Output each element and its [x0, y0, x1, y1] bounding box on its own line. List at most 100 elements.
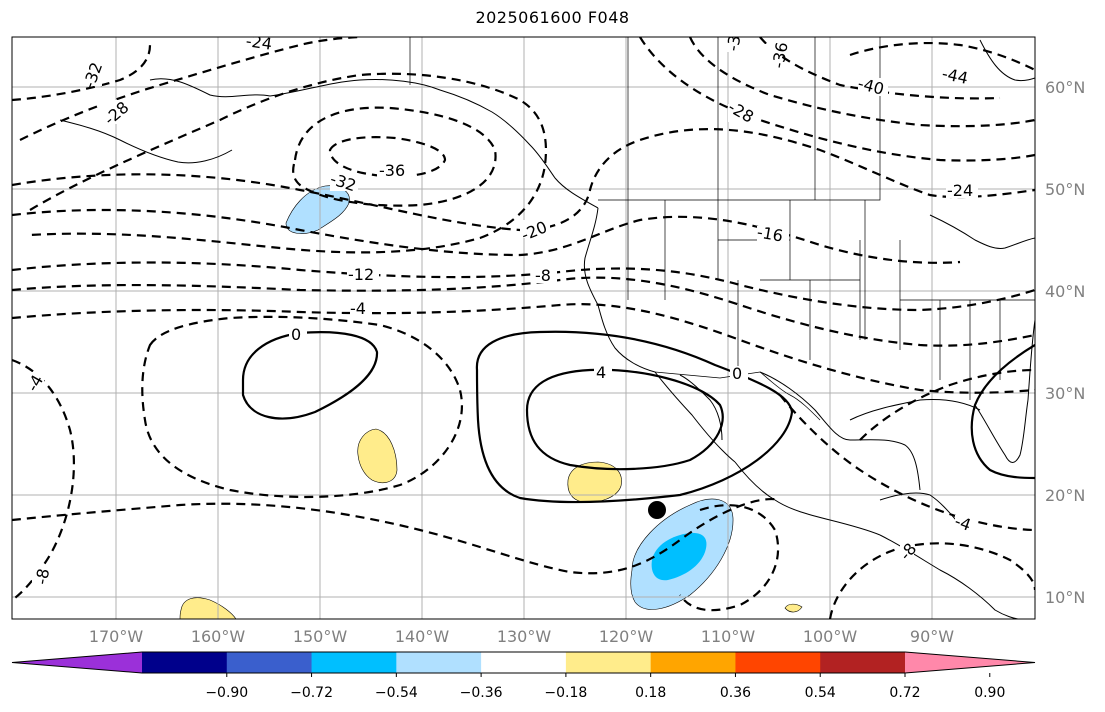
colorbar-segment [481, 652, 567, 673]
lat-label: 50°N [1045, 180, 1085, 199]
lon-label: 110°W [701, 627, 756, 646]
contour-dashed-gulf [779, 394, 1035, 532]
contour-solid-0-west [241, 331, 379, 420]
coastlines [59, 39, 1035, 619]
coast-mexico-gulf [759, 371, 921, 491]
contour-dashed-28 [29, 72, 548, 254]
contour-label: -36 [379, 161, 405, 180]
contour-solid-4 [525, 368, 724, 471]
map-title: 2025061600 F048 [475, 8, 630, 27]
colorbar-segment [820, 652, 906, 673]
lon-label: 140°W [395, 627, 450, 646]
lon-label: 150°W [293, 627, 348, 646]
colorbar-tick-label: 0.54 [805, 685, 836, 701]
coast-florida [974, 399, 1029, 463]
contour-label: -24 [947, 181, 973, 200]
contour-dashed-mexico-low [679, 504, 780, 612]
contour-dashed-8 [12, 276, 1035, 347]
colorbar-tick-label: 0.90 [974, 685, 1005, 701]
lon-label: 120°W [599, 627, 654, 646]
contour-label: -8 [535, 266, 551, 285]
colorbar-tick-label: −0.36 [460, 685, 503, 701]
colorbar-tick-label: −0.18 [544, 685, 587, 701]
colorbar-segment [735, 652, 821, 673]
contour-dashed-16 [12, 208, 961, 264]
border-us-mexico [654, 371, 821, 421]
shade-yellow-baja [567, 461, 622, 503]
coast-east-us [1027, 319, 1035, 401]
shade-yellow-central [357, 428, 398, 483]
lon-label: 130°W [497, 627, 552, 646]
lat-label: 60°N [1045, 78, 1085, 97]
coast-great-lakes [929, 214, 1035, 249]
contour-label: -8 [32, 567, 53, 586]
contour-label: 4 [596, 363, 606, 382]
contour-dashed-12 [12, 261, 1035, 312]
contour-label: -3 [723, 34, 744, 53]
lat-label: 10°N [1045, 588, 1085, 607]
contour-labels: -24 -32 -28 -36 -32 -20 -12 -8 -4 0 4 0 … [23, 31, 978, 586]
contours-dashed [12, 37, 1035, 619]
contour-solid-florida [970, 344, 1035, 480]
colorbar-outline [11, 651, 1036, 674]
contour-label: -36 [768, 41, 791, 70]
contour-solid-0-east [475, 330, 794, 504]
shade-yellow-bottom-left [179, 597, 237, 619]
contour-dashed-28-ne [639, 37, 1035, 162]
contour-label: -16 [756, 222, 785, 245]
border-canada-prov [627, 37, 816, 200]
colorbar-segment [311, 652, 397, 673]
colorbar-segment [142, 652, 228, 673]
contour-dashed-28-west [12, 44, 152, 102]
coast-gulf-coast [849, 399, 981, 421]
contour-dashed-36-ne [688, 37, 1035, 128]
contour-label: 0 [291, 325, 301, 344]
contour-dashed-east-mid [859, 368, 1035, 441]
colorbar-segment [565, 652, 652, 673]
shade-yellow-small [784, 603, 803, 613]
colorbar-segment [226, 652, 313, 673]
lat-label: 30°N [1045, 384, 1085, 403]
colorbar-tick-label: −0.90 [205, 685, 248, 701]
map-frame [11, 36, 1036, 620]
contour-label: -24 [245, 31, 274, 53]
contour-label: 0 [732, 364, 742, 383]
contour-dashed-36-low [328, 136, 447, 178]
coast-aleutians [59, 119, 233, 164]
colorbar-tick-label: −0.54 [375, 685, 418, 701]
coast-alaska [149, 78, 599, 209]
coast-baja [654, 371, 736, 463]
coast-mexico-west [734, 461, 881, 536]
contour-dashed-32 [292, 106, 497, 207]
contour-label: -12 [348, 265, 374, 284]
contour-dashed-20 [12, 128, 1035, 232]
contour-label: -4 [952, 511, 973, 534]
colorbar-extend-low [12, 652, 142, 673]
contour-dashed-24 [19, 37, 361, 141]
colorbar: −0.90 −0.72 −0.54 −0.36 −0.18 0.18 0.36 0.54 0.7… [11, 651, 1036, 701]
colorbar-segment [396, 652, 482, 673]
contour-dashed-44 [849, 41, 1035, 71]
storm-center-dot [648, 501, 666, 519]
colorbar-extend-high [905, 652, 1035, 673]
state-lines [627, 200, 1035, 400]
lon-label: 90°W [910, 627, 954, 646]
lat-label: 20°N [1045, 486, 1085, 505]
contour-label: -4 [350, 299, 366, 318]
colorbar-tick-label: 0.72 [889, 685, 920, 701]
contour-dashed-4-south [12, 498, 781, 575]
lon-label: 160°W [191, 627, 246, 646]
colorbar-tick-label: 0.18 [635, 685, 666, 701]
contour-dashed-40 [759, 37, 1001, 100]
contour-dashed-4-north [12, 303, 1035, 394]
lon-label: 170°W [89, 627, 144, 646]
contour-dashed-4-west [141, 315, 463, 499]
colorbar-tick-label: −0.72 [290, 685, 333, 701]
coast-hudson-bay [979, 39, 1035, 82]
lat-labels: 60°N 50°N 40°N 30°N 20°N 10°N [1045, 78, 1085, 607]
colorbar-segment [650, 652, 736, 673]
contours [241, 330, 1035, 504]
lon-labels: 170°W 160°W 150°W 140°W 130°W 120°W 110°… [89, 627, 954, 646]
